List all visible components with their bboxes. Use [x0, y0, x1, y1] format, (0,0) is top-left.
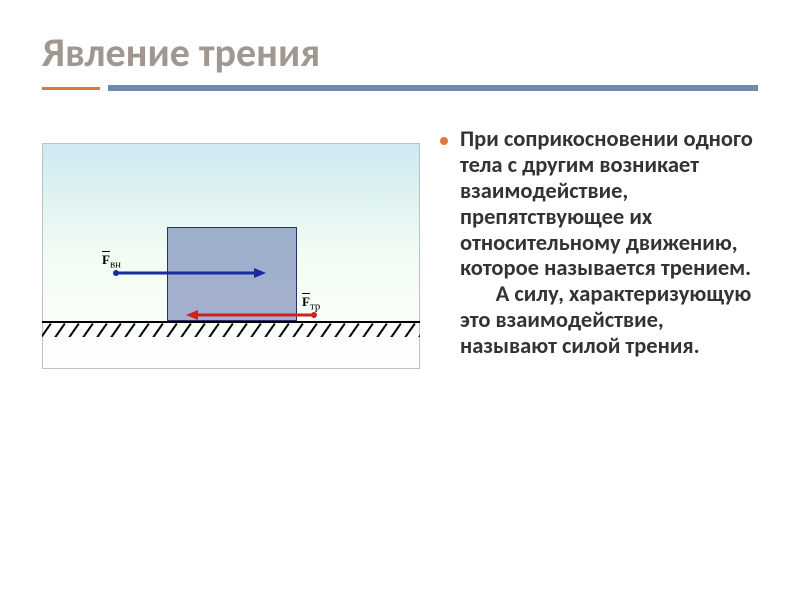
divider-orange [42, 87, 100, 90]
content-row: Fвн Fтр При соприкосновении одного тела … [42, 125, 758, 369]
ground-hatching [42, 323, 420, 337]
right-column: При соприкосновении одного тела с другим… [440, 125, 758, 369]
friction-diagram: Fвн Fтр [42, 143, 420, 369]
divider-blue [108, 85, 758, 91]
slide-title: Явление трения [42, 28, 758, 77]
left-column: Fвн Fтр [42, 125, 420, 369]
text-term1: трением. [661, 255, 751, 282]
bullet-icon [440, 137, 448, 145]
presentation-slide: Явление трения [0, 0, 800, 600]
friction-force-label: Fтр [302, 294, 320, 313]
applied-force-label: Fвн [102, 252, 121, 271]
bullet-item: При соприкосновении одного тела с другим… [440, 127, 758, 360]
header-divider [42, 85, 758, 91]
body-text: При соприкосновении одного тела с другим… [460, 127, 758, 360]
text-term2: силой трения. [562, 333, 700, 360]
